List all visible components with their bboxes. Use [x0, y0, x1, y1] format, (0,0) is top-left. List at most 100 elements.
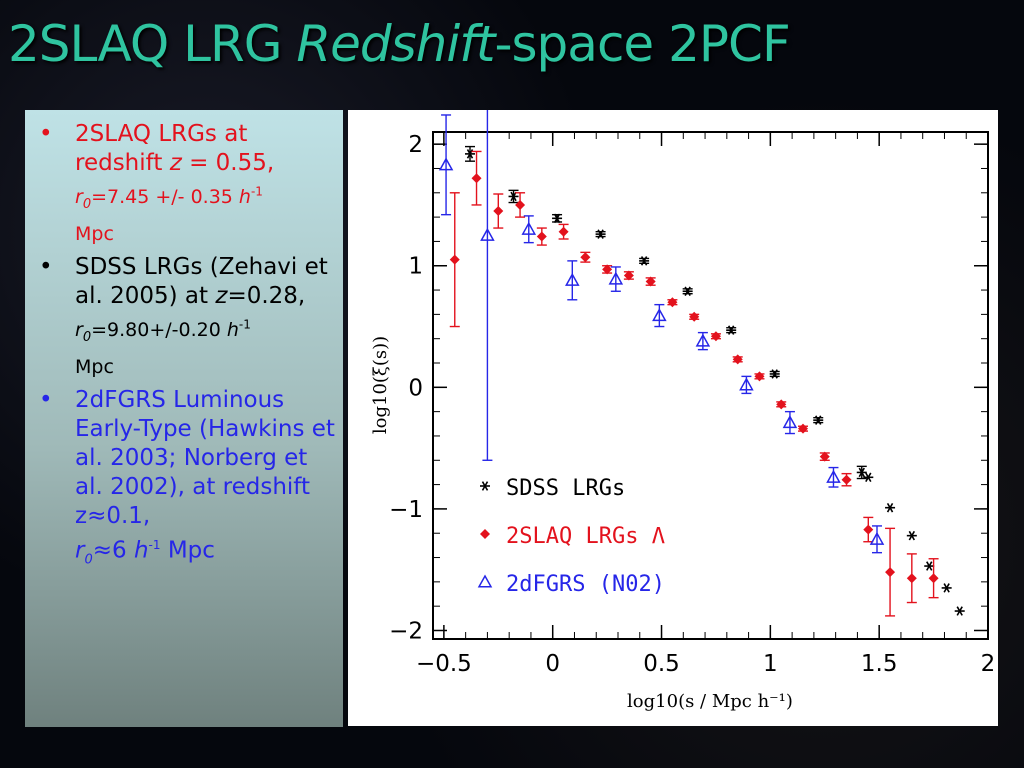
data-point: [856, 467, 867, 478]
bullet-text: 2SLAQ LRGs at redshift: [75, 121, 248, 176]
data-point: [558, 226, 569, 237]
data-point: [565, 272, 580, 286]
unit: Mpc: [75, 223, 114, 246]
legend-label: SDSS LRGs: [506, 476, 625, 501]
x-axis-title: log10(s / Mpc h⁻¹): [627, 691, 793, 712]
data-point-stroke: [771, 369, 778, 379]
y-tick-label: 0: [408, 375, 423, 401]
data-point: [924, 561, 935, 571]
data-point: [754, 371, 765, 382]
correlation-function-chart: −0.5 0 0.5 1 1.5 2 2 1 0 −1 −2 SDSS LRGs 2SLAQ LRG…: [348, 110, 998, 726]
r0-variable: r: [75, 537, 85, 564]
data-point-stroke: [727, 325, 735, 335]
series-0: [465, 145, 965, 616]
data-point-stroke: [640, 256, 648, 266]
legend-marker: [480, 529, 490, 539]
z-value: =0.28,: [227, 283, 306, 310]
data-point: [826, 469, 841, 483]
data-point: [869, 531, 885, 545]
data-point-stroke: [684, 286, 691, 297]
edge-mark: [970, 373, 972, 389]
y-tick-label: −1: [389, 497, 423, 523]
h-exponent: -1: [148, 538, 161, 553]
data-point-stroke: [908, 530, 916, 541]
plot-frame: [432, 131, 989, 640]
data-point: [928, 573, 939, 584]
data-point: [580, 252, 591, 263]
data-point: [769, 369, 780, 379]
data-point-stroke: [553, 213, 561, 224]
bullet-2dfgrs: • 2dFGRS Luminous Early-Type (Hawkins et…: [39, 386, 335, 574]
data-point: [695, 333, 711, 347]
bullet-text: 2dFGRS Luminous Early-Type (Hawkins et a…: [75, 387, 335, 530]
x-tick-label: 1.5: [861, 651, 898, 677]
x-tick-label: 2: [981, 651, 996, 677]
unit: Mpc: [75, 356, 114, 379]
bullet-2slaq: • 2SLAQ LRGs at redshift z = 0.55, r0=7.…: [39, 120, 335, 249]
bullet-dot: •: [39, 387, 53, 414]
slide-title: 2SLAQ LRG Redshift-space 2PCF: [8, 14, 791, 74]
h-exponent: -1: [250, 185, 263, 199]
data-point: [885, 502, 896, 513]
bullet-sdss: • SDSS LRGs (Zehavi et al. 2005) at z=0.…: [39, 253, 335, 382]
data-point: [726, 325, 737, 335]
data-point: [667, 297, 678, 308]
legend-label: 2SLAQ LRGs Λ: [506, 524, 665, 549]
x-tick-label: 1: [763, 651, 778, 677]
y-axis-title: log10(ξ(s)): [370, 336, 391, 434]
r0-value: =9.80+/-0.20: [91, 319, 227, 342]
bullet-dot: •: [39, 254, 53, 281]
data-point: [602, 264, 613, 275]
h-exponent: -1: [238, 318, 251, 333]
unit: Mpc: [160, 537, 215, 564]
legend-label: 2dFGRS (N02): [506, 572, 665, 597]
z-variable: z: [169, 150, 182, 176]
data-point-stroke: [510, 191, 517, 202]
data-point: [782, 415, 798, 429]
data-point-stroke: [956, 606, 963, 616]
chart-svg: −0.5 0 0.5 1 1.5 2 2 1 0 −1 −2 SDSS LRGs 2SLAQ LRG…: [370, 110, 996, 712]
data-point: [863, 472, 874, 483]
r0-subscript: 0: [84, 552, 93, 568]
r0-value: =7.45 +/- 0.35: [91, 186, 239, 209]
bullet-text: SDSS LRGs (Zehavi et al. 2005) at: [75, 254, 328, 310]
data-point: [515, 199, 526, 210]
data-point: [639, 256, 650, 266]
data-point: [776, 399, 787, 410]
r0-subscript: 0: [82, 197, 92, 213]
data-point: [652, 308, 667, 322]
bullet-dot: •: [39, 121, 53, 147]
data-point: [682, 286, 693, 297]
data-point: [906, 573, 917, 584]
r0-value: ≈6: [92, 537, 134, 564]
data-point: [595, 229, 606, 239]
data-point: [623, 270, 634, 281]
h-variable: h: [226, 319, 239, 342]
data-point: [438, 157, 454, 171]
data-point: [449, 254, 460, 265]
data-point: [508, 191, 519, 202]
x-tick-label: 0.5: [643, 651, 680, 677]
legend-marker: [480, 481, 490, 491]
y-tick-label: 1: [408, 254, 423, 280]
x-tick-label: 0: [545, 651, 560, 677]
data-point: [689, 311, 700, 322]
data-point: [480, 227, 495, 241]
bullet-panel: • 2SLAQ LRGs at redshift z = 0.55, r0=7.…: [25, 110, 343, 727]
data-point-stroke: [597, 229, 604, 239]
data-point: [608, 271, 624, 285]
data-point: [471, 173, 482, 184]
y-tick-label: 2: [408, 132, 423, 158]
data-point: [645, 276, 656, 287]
data-point: [493, 206, 504, 217]
data-point: [819, 451, 830, 462]
data-point: [710, 331, 721, 342]
data-point: [941, 583, 952, 593]
data-point-stroke: [926, 561, 933, 571]
data-point-stroke: [943, 583, 950, 593]
data-point: [813, 415, 824, 425]
legend-marker-stroke: [481, 481, 489, 491]
z-variable: z: [215, 283, 228, 310]
title-italic: Redshift: [296, 15, 495, 73]
x-tick-label: −0.5: [416, 651, 472, 677]
